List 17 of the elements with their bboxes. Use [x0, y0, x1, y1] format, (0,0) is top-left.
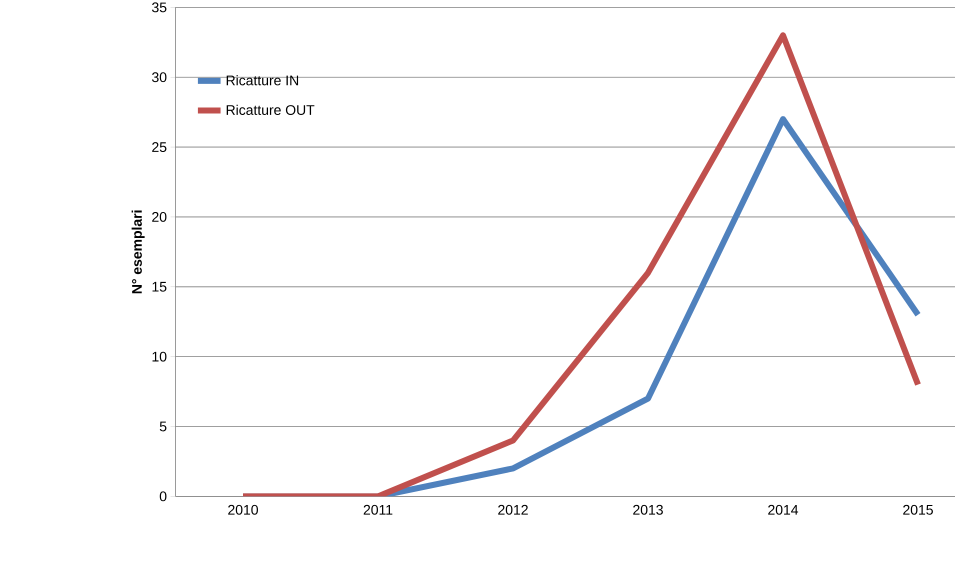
- x-tick-label: 2013: [633, 504, 663, 515]
- y-tick-label: 30: [152, 72, 166, 82]
- legend-label: Ricatture IN: [226, 75, 298, 86]
- x-tick-label: 2012: [498, 504, 528, 515]
- y-tick-label: 5: [160, 422, 166, 432]
- y-tick-label: 15: [152, 282, 166, 292]
- y-tick-label: 10: [152, 352, 166, 362]
- x-tick-label: 2014: [768, 504, 798, 515]
- y-tick-label: 25: [152, 142, 166, 152]
- x-tick-label: 2011: [364, 504, 392, 515]
- y-axis-title: N° esemplari: [132, 210, 145, 294]
- x-tick-label: 2015: [903, 504, 933, 515]
- y-tick-label: 0: [160, 491, 166, 502]
- y-tick-label: 35: [152, 2, 166, 12]
- y-tick-label: 20: [152, 212, 166, 222]
- x-tick-label: 2010: [228, 504, 258, 515]
- legend-label: Ricatture OUT: [226, 104, 314, 115]
